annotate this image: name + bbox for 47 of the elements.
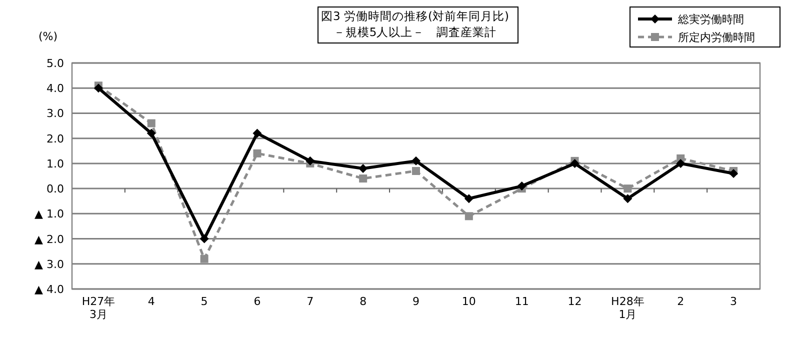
point	[146, 128, 156, 138]
y-tick-label: ▲ 3.0	[34, 258, 64, 271]
point	[624, 184, 632, 193]
y-tick-label: 3.0	[46, 107, 64, 120]
x-tick-label: 11	[514, 295, 529, 308]
y-tick-label: ▲ 1.0	[34, 208, 64, 221]
chart-subtitle: －規模5人以上－ 調査産業計	[333, 25, 497, 39]
point	[94, 84, 103, 93]
y-tick-label: 2.0	[46, 132, 64, 146]
x-tick-label: 10	[462, 295, 476, 308]
point	[412, 156, 420, 166]
x-tick-label: 8	[360, 295, 367, 308]
point	[359, 174, 368, 183]
y-axis-title: (%)	[38, 30, 58, 43]
point	[464, 212, 473, 220]
point	[200, 254, 208, 263]
point	[517, 182, 526, 191]
y-tick-label: 4.0	[46, 82, 64, 96]
y-tick-label: 0.0	[46, 182, 64, 196]
legend-label: 所定内労働時間	[678, 31, 755, 44]
x-tick-label: 2	[677, 295, 684, 308]
x-tick-label: H28年 1月	[611, 295, 644, 322]
point	[147, 119, 156, 128]
y-tick-label: ▲ 4.0	[34, 283, 64, 296]
legend-label: 総実労働時間	[677, 13, 744, 26]
x-tick-label: 6	[254, 295, 261, 308]
x-tick-label: 4	[148, 295, 155, 308]
y-tick-label: 1.0	[46, 157, 64, 170]
x-tick-label: 9	[412, 295, 420, 308]
point	[252, 128, 262, 138]
point	[464, 194, 474, 204]
chart-title: 図3 労働時間の推移(対前年同月比)	[321, 9, 509, 23]
point	[570, 158, 580, 168]
x-tick-label: 12	[568, 295, 582, 308]
point	[623, 194, 632, 204]
point	[306, 156, 315, 166]
x-tick-label: 3	[730, 295, 738, 308]
x-tick-label: 7	[306, 295, 314, 308]
point	[253, 149, 262, 158]
point	[200, 234, 209, 244]
x-tick-label: 5	[200, 295, 208, 308]
point	[676, 158, 686, 168]
x-tick-label: H27年 3月	[82, 295, 116, 322]
point	[412, 166, 420, 175]
point	[729, 168, 738, 178]
y-tick-label: ▲ 2.0	[34, 232, 64, 246]
y-tick-label: 5.0	[46, 57, 64, 70]
